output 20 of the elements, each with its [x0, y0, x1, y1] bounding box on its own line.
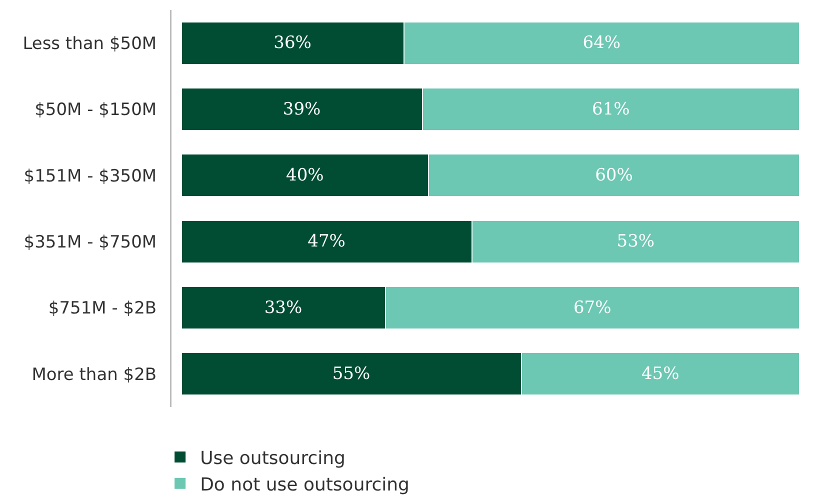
data-label: 36% — [274, 33, 312, 54]
data-label: 53% — [616, 232, 655, 252]
y-tick-label: $751M - $2B — [48, 298, 157, 319]
data-label: 55% — [332, 364, 370, 384]
data-label: 60% — [595, 165, 633, 186]
data-label: 61% — [592, 99, 630, 120]
y-tick-label: $50M - $150M — [34, 100, 157, 120]
data-label: 47% — [308, 232, 346, 252]
y-tick-label: $151M - $350M — [24, 166, 157, 186]
y-tick-label: More than $2B — [32, 364, 157, 385]
data-label: 64% — [582, 33, 621, 54]
data-label: 40% — [286, 165, 324, 186]
legend-label: Use outsourcing — [200, 448, 346, 469]
data-label: 33% — [264, 298, 302, 318]
y-tick-label: $351M - $750M — [24, 232, 157, 253]
legend-label: Do not use outsourcing — [200, 474, 410, 496]
data-label: 39% — [282, 99, 321, 120]
y-tick-label: Less than $50M — [22, 34, 157, 54]
data-label: 45% — [641, 364, 680, 384]
data-label: 67% — [573, 298, 612, 318]
